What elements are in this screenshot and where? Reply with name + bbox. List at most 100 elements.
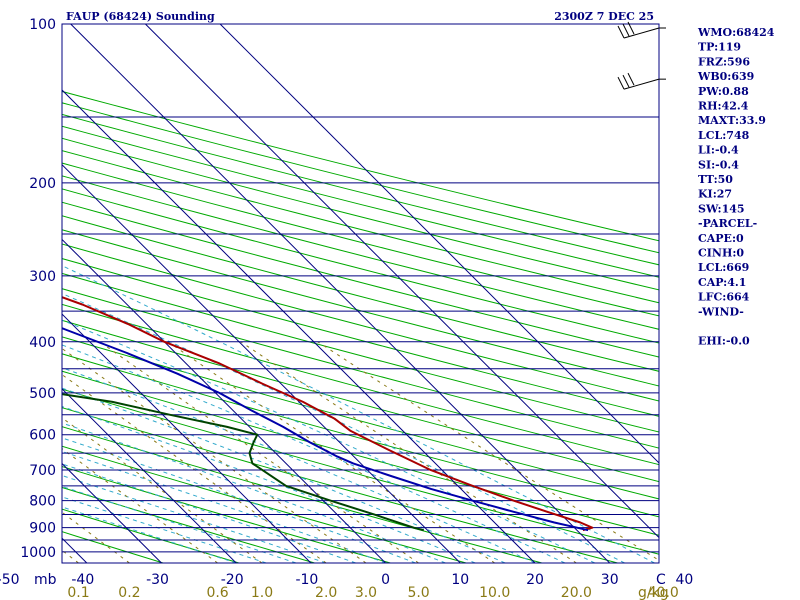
temperature-tick-label: -30 — [146, 572, 169, 588]
dry-adiabats — [62, 90, 659, 563]
sounding-parameter: CAPE:0 — [698, 232, 744, 245]
pressure-tick-label: 400 — [29, 335, 56, 351]
sounding-parameter: CINH:0 — [698, 247, 744, 260]
sounding-parameter: LCL:748 — [698, 129, 750, 142]
mixing-ratio-line — [62, 347, 367, 563]
mixing-ratio-tick-label: 0.1 — [67, 585, 89, 600]
mixing-ratio-tick-label: 0.6 — [206, 585, 228, 600]
sounding-parameter: MAXT:33.9 — [698, 114, 766, 127]
mixing-ratio-tick-label: 20.0 — [561, 585, 592, 600]
wind-barb — [617, 72, 666, 90]
dry-adiabat-line — [62, 102, 659, 254]
temperature-tick-label: 40 — [675, 572, 693, 588]
temperature-tick-label: 10 — [451, 572, 469, 588]
pressure-tick-label: 600 — [29, 428, 56, 444]
wind-barb-feather — [617, 76, 625, 90]
isotherm-line — [62, 313, 312, 563]
sounding-parameter: -WIND- — [698, 305, 744, 318]
pressure-tick-label: 300 — [29, 269, 56, 285]
temperature-profile — [62, 296, 594, 532]
mixing-ratio-lines — [62, 341, 659, 563]
sounding-parameter: KI:27 — [698, 188, 732, 201]
isotherm-line — [62, 163, 461, 563]
isotherm-line — [70, 24, 611, 563]
mixing-ratio-line — [167, 341, 495, 563]
dry-adiabat-line — [62, 336, 659, 500]
isotherm-line — [145, 24, 659, 539]
sounding-parameter: LCL:669 — [698, 261, 749, 274]
dry-adiabat-line — [62, 353, 659, 518]
mixing-ratio-tick-label: 0.2 — [118, 585, 140, 600]
dry-adiabat-line — [62, 175, 659, 330]
temperature-tick-label: 30 — [601, 572, 619, 588]
sounding-parameter: TT:50 — [698, 173, 733, 186]
dry-adiabat-line — [62, 215, 659, 372]
pressure-unit-label: mb — [34, 572, 57, 588]
mixing-ratio-tick-label: 2.0 — [315, 585, 337, 600]
mixing-ratio-tick-label: 10.0 — [479, 585, 510, 600]
sounding-parameter: SI:-0.4 — [698, 158, 739, 171]
sounding-parameter: SW:145 — [698, 202, 745, 215]
mixing-ratio-line — [62, 448, 218, 563]
pressure-tick-label: 100 — [29, 17, 56, 33]
sounding-parameter: LI:-0.4 — [698, 144, 739, 157]
dry-adiabat-line — [62, 370, 659, 536]
dry-adiabat-line — [62, 90, 659, 242]
wind-barb-feather — [622, 23, 630, 37]
sounding-parameter: WB0:639 — [697, 70, 754, 83]
pressure-tick-label: 200 — [29, 176, 56, 192]
temperature-tick-label: 20 — [526, 572, 544, 588]
mixing-ratio-tick-label: 3.0 — [355, 585, 377, 600]
isotherm-line — [62, 89, 536, 563]
temperature-tick-label: 0 — [381, 572, 390, 588]
sounding-parameter: FRZ:596 — [698, 55, 750, 68]
dewpoint-profile — [62, 393, 425, 532]
pressure-tick-label: 500 — [29, 386, 56, 402]
mixing-ratio-tick-label: 40.0 — [648, 585, 679, 600]
wind-barb-feather — [617, 25, 625, 39]
dry-adiabat-line — [62, 465, 391, 563]
mixing-ratio-tick-label: 1.0 — [251, 585, 273, 600]
wind-barbs — [617, 21, 666, 90]
dry-adiabat-line — [62, 445, 467, 563]
temperature-tick-label: -20 — [221, 572, 244, 588]
dry-adiabat-line — [62, 150, 659, 304]
sounding-parameter: PW:0.88 — [698, 85, 749, 98]
wind-barb — [617, 21, 666, 39]
dry-adiabat-line — [62, 388, 659, 555]
dry-adiabat-line — [62, 272, 659, 433]
pressure-axis-labels: 100 200 300 400 500 600 700 800 900 1000 — [20, 17, 56, 561]
dry-adiabat-line — [62, 288, 659, 449]
temperature-tick-label: -10 — [295, 572, 318, 588]
dry-adiabat-line — [62, 162, 659, 317]
wind-barb-feather — [627, 72, 635, 86]
pressure-tick-label: 900 — [29, 521, 56, 537]
dry-adiabat-line — [62, 426, 543, 563]
pressure-tick-label: 700 — [29, 463, 56, 479]
isotherms — [62, 24, 659, 563]
isotherm-line — [62, 238, 386, 563]
sounding-parameter: WMO:68424 — [697, 26, 775, 39]
sounding-parameter: -PARCEL- — [698, 217, 757, 230]
sounding-parameter: CAP:4.1 — [698, 276, 746, 289]
sounding-parameter: LFC:664 — [698, 291, 750, 304]
temperature-tick-label: -40 — [71, 572, 94, 588]
sounding-parameter: TP:119 — [698, 41, 741, 54]
pressure-tick-label: 800 — [29, 494, 56, 510]
pressure-tick-label: 1000 — [20, 545, 56, 561]
temperature-axis-labels: -50 -40 -30 -20 -10 0 10 20 30 40 — [0, 572, 693, 588]
dry-adiabat-line — [62, 319, 659, 483]
sounding-time: 2300Z 7 DEC 25 — [554, 10, 654, 23]
wind-barb-shaft — [623, 78, 660, 90]
sounding-parameter: RH:42.4 — [698, 100, 749, 113]
wind-barb-feather — [622, 74, 630, 88]
mixing-ratio-line — [99, 341, 419, 563]
mixing-ratio-axis-labels: 0.1 0.2 0.6 1.0 2.0 3.0 5.0 10.0 20.0 40.0 — [67, 585, 678, 600]
sounding-profiles — [62, 296, 594, 532]
isotherm-line — [62, 388, 237, 563]
mixing-ratio-tick-label: 5.0 — [407, 585, 429, 600]
temperature-tick-label: -50 — [0, 572, 20, 588]
isotherm-line — [219, 24, 659, 464]
